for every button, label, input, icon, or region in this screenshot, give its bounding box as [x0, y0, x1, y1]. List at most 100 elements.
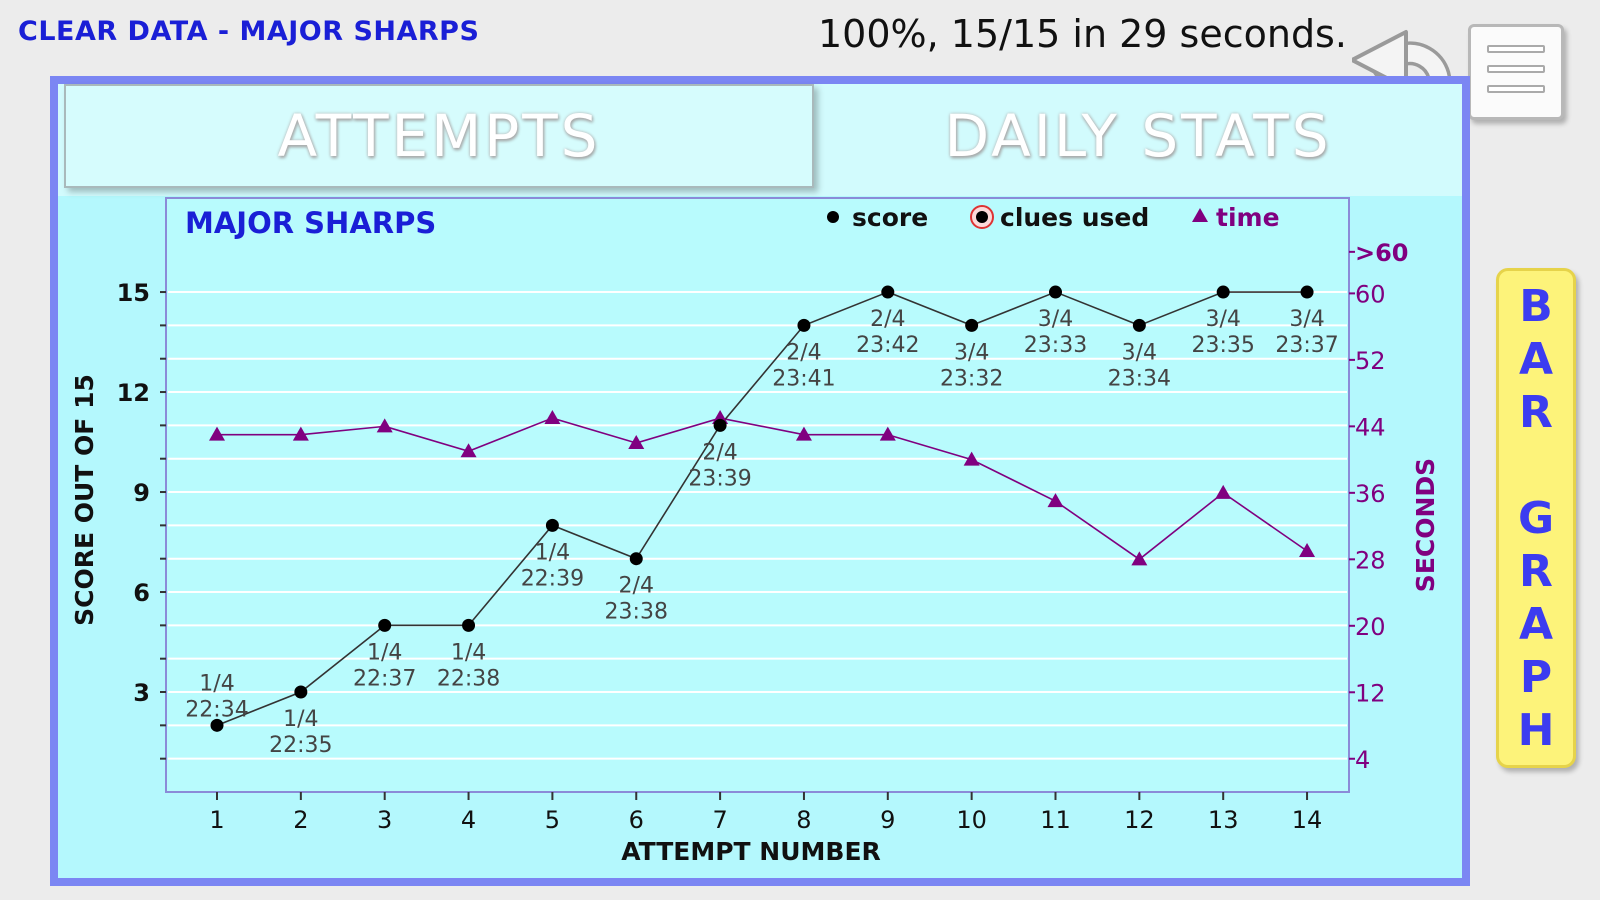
- y-tick-label: 15: [117, 279, 150, 307]
- x-tick-label: 13: [1208, 806, 1239, 834]
- clues-annotation: 2/4: [619, 574, 654, 599]
- bar-graph-letter: B: [1519, 280, 1553, 332]
- plot-area: [165, 197, 1350, 793]
- x-tick-label: 3: [377, 806, 392, 834]
- x-axis-label: ATTEMPT NUMBER: [621, 837, 881, 866]
- score-point: [294, 685, 308, 699]
- clues-annotation: 1/4: [451, 640, 486, 665]
- time-annotation: 22:35: [269, 733, 332, 758]
- time-point: [1299, 543, 1316, 558]
- clues-annotation: 3/4: [1122, 340, 1157, 365]
- y2-axis-label: SECONDS: [1411, 458, 1440, 592]
- time-annotation: 23:42: [856, 333, 919, 358]
- clues-annotation: 3/4: [954, 340, 989, 365]
- legend-time-label: time: [1216, 203, 1280, 232]
- bar-graph-button[interactable]: B A R G R A P H: [1496, 268, 1576, 768]
- legend-score-marker: [827, 211, 839, 223]
- time-annotation: 22:38: [437, 666, 500, 691]
- time-line: [217, 417, 1308, 561]
- clues-annotation: 3/4: [1205, 307, 1240, 332]
- clues-annotation: 1/4: [283, 707, 318, 732]
- bar-graph-letter: A: [1518, 333, 1554, 385]
- clues-annotation: 2/4: [786, 340, 821, 365]
- score-point: [378, 618, 392, 632]
- clues-annotation: 3/4: [1289, 307, 1324, 332]
- series-layer: 1/422:34 1/422:351/422:371/422:381/422:39…: [185, 285, 1339, 758]
- menu-line: [1487, 85, 1545, 93]
- bar-graph-letter: H: [1517, 704, 1555, 756]
- y2-tick-label: 60: [1355, 280, 1386, 308]
- x-tick-label: 2: [293, 806, 308, 834]
- score-line: [216, 291, 1308, 727]
- time-annotation: 23:37: [1275, 333, 1338, 358]
- clear-data-link[interactable]: CLEAR DATA - MAJOR SHARPS: [18, 16, 480, 47]
- score-point: [462, 618, 476, 632]
- y-axis-label: SCORE OUT OF 15: [70, 374, 99, 626]
- tab-attempts[interactable]: ATTEMPTS: [64, 84, 814, 188]
- bar-graph-letter: R: [1519, 386, 1553, 438]
- y2-tick-label: 12: [1355, 679, 1386, 707]
- x-tick-label: 14: [1292, 806, 1323, 834]
- time-point: [879, 426, 896, 441]
- clues-annotation: 1/4: [535, 540, 570, 565]
- menu-line: [1487, 45, 1545, 53]
- time-point: [376, 418, 393, 433]
- y-tick-label: 3: [133, 679, 150, 707]
- score-point: [545, 518, 559, 532]
- bar-graph-letter: P: [1519, 651, 1553, 703]
- score-point: [1132, 318, 1146, 332]
- time-point: [460, 443, 477, 458]
- score-point: [797, 318, 811, 332]
- score-point: [210, 718, 224, 732]
- time-annotation: 23:34: [1108, 366, 1171, 391]
- y2-tick-label: 44: [1355, 413, 1386, 441]
- score-point: [965, 318, 979, 332]
- time-annotation: 22:37: [353, 666, 416, 691]
- x-tick-label: 4: [461, 806, 476, 834]
- x-tick-label: 12: [1124, 806, 1155, 834]
- y2-tick-label: 4: [1355, 746, 1370, 774]
- y2-tick-label: >60: [1355, 239, 1409, 267]
- time-point: [1047, 493, 1064, 508]
- y-tick-label: 6: [133, 579, 150, 607]
- bar-graph-letter: G: [1517, 492, 1555, 544]
- x-tick-label: 11: [1040, 806, 1071, 834]
- time-point: [963, 451, 980, 466]
- x-tick-label: 6: [629, 806, 644, 834]
- legend-clues-label: clues used: [1000, 203, 1149, 232]
- gridlines: [168, 291, 1347, 760]
- legend-score-label: score: [852, 203, 928, 232]
- time-annotation: 22:34: [185, 697, 248, 722]
- chart-title: MAJOR SHARPS: [185, 206, 436, 240]
- time-point: [209, 426, 225, 441]
- x-tick-label: 1: [209, 806, 224, 834]
- y2-tick-label: 28: [1355, 546, 1386, 574]
- y-tick-label: 9: [133, 479, 150, 507]
- time-annotation: 22:39: [521, 566, 584, 591]
- time-annotation: 23:32: [940, 366, 1003, 391]
- tab-row: ATTEMPTS DAILY STATS: [58, 84, 1462, 196]
- score-point: [629, 552, 643, 566]
- time-point: [795, 426, 812, 441]
- menu-button[interactable]: [1468, 24, 1564, 120]
- bar-graph-letter: A: [1518, 598, 1554, 650]
- time-annotation: 23:35: [1191, 333, 1254, 358]
- tab-daily-stats[interactable]: DAILY STATS: [944, 102, 1332, 170]
- time-point: [544, 410, 561, 425]
- clues-annotation: 1/4: [367, 640, 402, 665]
- time-annotation: 23:39: [688, 466, 751, 491]
- x-tick-label: 5: [545, 806, 560, 834]
- time-point: [1215, 484, 1232, 499]
- clues-annotation: 1/4: [199, 671, 234, 696]
- x-tick-label: 10: [956, 806, 987, 834]
- clues-annotation: 2/4: [702, 440, 737, 465]
- result-summary: 100%, 15/15 in 29 seconds.: [818, 12, 1347, 56]
- x-tick-label: 7: [712, 806, 727, 834]
- y-tick-label: 12: [117, 379, 150, 407]
- time-annotation: 23:38: [605, 600, 668, 625]
- y2-tick-label: 52: [1355, 347, 1386, 375]
- score-point: [881, 285, 895, 299]
- clues-annotation: 2/4: [870, 307, 905, 332]
